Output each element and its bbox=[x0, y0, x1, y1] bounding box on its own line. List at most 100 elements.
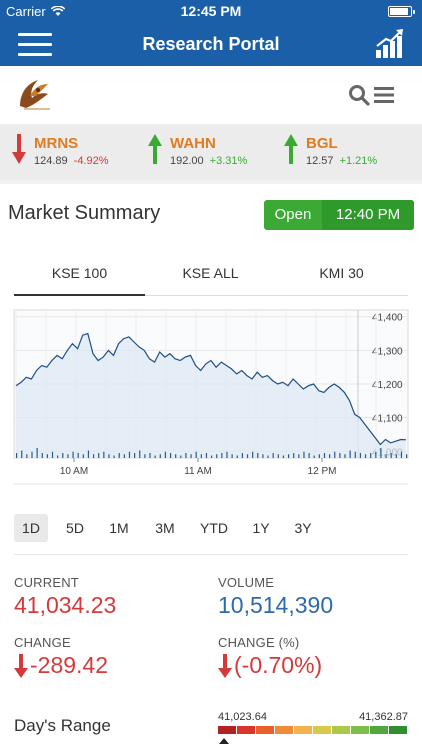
range-segment bbox=[332, 726, 350, 734]
hamburger-menu-button[interactable] bbox=[18, 30, 52, 58]
range-segment bbox=[237, 726, 255, 734]
volume-bar bbox=[211, 455, 213, 458]
volume-bar bbox=[57, 455, 59, 458]
range-segment bbox=[294, 726, 312, 734]
volume-bar bbox=[252, 451, 254, 458]
x-tick-label: 10 AM bbox=[60, 466, 88, 477]
status-time: 12:45 PM bbox=[180, 3, 242, 19]
period-1y[interactable]: 1Y bbox=[252, 520, 270, 536]
volume-bar bbox=[349, 450, 351, 458]
volume-label: VOLUME bbox=[218, 575, 275, 590]
volume-bar bbox=[344, 454, 346, 458]
volume-bar bbox=[236, 455, 238, 458]
volume-bar bbox=[159, 454, 161, 458]
volume-bar bbox=[329, 454, 331, 458]
volume-bar bbox=[303, 451, 305, 458]
volume-bar bbox=[400, 451, 403, 458]
nav-bar: Research Portal bbox=[0, 22, 422, 66]
x-tick-label: 12 PM bbox=[308, 466, 337, 477]
ticker-change: +1.21% bbox=[339, 155, 378, 167]
volume-bar bbox=[272, 453, 274, 458]
volume-bar bbox=[41, 453, 43, 458]
market-time: 12:40 PM bbox=[322, 200, 414, 230]
volume-bar bbox=[103, 451, 105, 458]
carrier: Carrier bbox=[6, 4, 65, 19]
volume-bar bbox=[313, 455, 315, 458]
arrow-down-icon bbox=[218, 653, 232, 678]
arrow-down-icon bbox=[14, 653, 28, 678]
series-line bbox=[15, 332, 407, 446]
range-segment bbox=[256, 726, 274, 734]
volume-bar bbox=[262, 454, 264, 458]
period-ytd[interactable]: YTD bbox=[200, 520, 228, 536]
carrier-label: Carrier bbox=[6, 4, 46, 19]
logo-bar bbox=[0, 66, 422, 124]
volume-value: 10,514,390 bbox=[218, 592, 334, 618]
volume-bar bbox=[221, 453, 223, 458]
ticker-price: 192.00 bbox=[170, 155, 204, 167]
volume-bar bbox=[375, 451, 377, 458]
ticker-change: +3.31% bbox=[209, 155, 248, 167]
period-5d[interactable]: 5D bbox=[66, 520, 84, 536]
x-tick-label: 11 AM bbox=[184, 466, 212, 477]
volume-bar bbox=[77, 453, 79, 458]
arrow-up-icon bbox=[148, 134, 162, 164]
volume-bar bbox=[31, 451, 33, 458]
market-status: Open bbox=[274, 206, 312, 223]
volume-bar bbox=[257, 453, 259, 458]
y-tick-label: 41,400 bbox=[372, 313, 403, 324]
volume-bar bbox=[308, 453, 310, 458]
period-3y[interactable]: 3Y bbox=[294, 520, 312, 536]
status-bar: Carrier 12:45 PM bbox=[0, 0, 422, 22]
company-logo bbox=[20, 80, 50, 110]
volume-bar bbox=[334, 451, 336, 458]
volume-bar bbox=[200, 454, 202, 458]
change-pct-row: (-0.70%) bbox=[218, 652, 322, 679]
search-icon[interactable] bbox=[348, 84, 370, 106]
volume-bar bbox=[51, 451, 54, 458]
y-tick-label: 41,200 bbox=[372, 380, 403, 391]
volume-bar bbox=[390, 453, 392, 458]
volume-bar bbox=[62, 453, 64, 458]
index-tabs: KSE 100 KSE ALL KMI 30 bbox=[14, 260, 408, 296]
volume-bar bbox=[26, 454, 28, 458]
period-1m[interactable]: 1M bbox=[109, 520, 129, 536]
volume-bar bbox=[154, 455, 156, 458]
volume-bar bbox=[370, 453, 372, 458]
days-range-title: Day's Range bbox=[14, 716, 111, 735]
days-range-low: 41,023.64 bbox=[218, 711, 267, 723]
tab-kmi-30[interactable]: KMI 30 bbox=[319, 265, 364, 281]
range-segment bbox=[389, 726, 407, 734]
volume-bar bbox=[339, 453, 341, 458]
tab-kse-100[interactable]: KSE 100 bbox=[14, 260, 145, 296]
volume-bar bbox=[149, 453, 151, 458]
tab-kse-all[interactable]: KSE ALL bbox=[182, 265, 239, 281]
period-3m[interactable]: 3M bbox=[155, 520, 175, 536]
period-1d[interactable]: 1D bbox=[14, 514, 48, 542]
volume-bar bbox=[175, 454, 177, 458]
volume-bar bbox=[98, 453, 100, 458]
volume-bar bbox=[67, 454, 69, 458]
market-summary-title: Market Summary bbox=[8, 202, 161, 224]
volume-bar bbox=[46, 454, 48, 458]
volume-bar bbox=[169, 453, 172, 458]
ticker-price: 12.57 bbox=[306, 155, 334, 167]
ticker-change: -4.92% bbox=[73, 155, 109, 167]
growth-chart-icon[interactable] bbox=[374, 26, 408, 60]
range-segment bbox=[313, 726, 331, 734]
change-label: CHANGE bbox=[14, 635, 71, 650]
volume-bar bbox=[277, 454, 279, 458]
volume-bar bbox=[164, 451, 167, 458]
volume-bar bbox=[92, 454, 95, 458]
list-menu-icon[interactable] bbox=[374, 86, 394, 104]
volume-bar bbox=[139, 450, 141, 458]
change-value: -289.42 bbox=[30, 652, 109, 678]
volume-bar bbox=[226, 451, 228, 458]
volume-bar bbox=[21, 450, 23, 458]
volume-bar bbox=[282, 455, 285, 458]
range-segment bbox=[351, 726, 369, 734]
series-area bbox=[16, 333, 406, 458]
arrow-up-icon bbox=[284, 134, 298, 164]
y-tick-label: 41,100 bbox=[372, 414, 403, 425]
